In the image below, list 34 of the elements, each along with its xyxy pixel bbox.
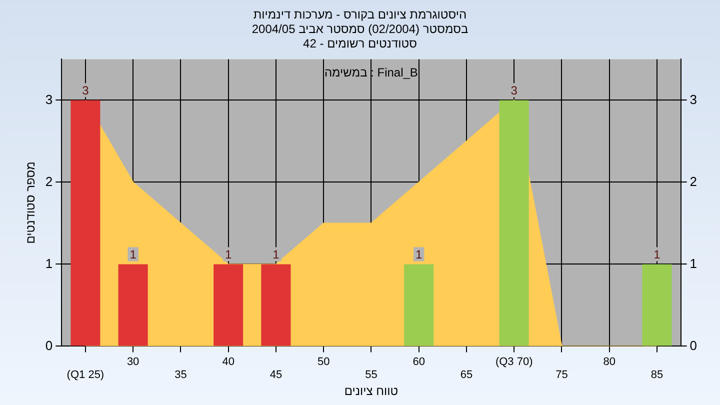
y-tick-label: 1 xyxy=(45,256,53,271)
data-label: 1 xyxy=(272,248,280,262)
text: סטודנטים רשומים - 42 xyxy=(303,36,417,50)
y-tick-label: 2 xyxy=(45,174,53,189)
y2-tick-label: 3 xyxy=(690,92,698,107)
annotation: במשימה : Final_B xyxy=(324,66,418,80)
x-axis-title: טווח ציונים xyxy=(344,384,398,398)
x-tick-label: 45 xyxy=(270,369,282,382)
y-axis-title: מספר סטודנטים xyxy=(24,162,38,244)
x-tick-label: 65 xyxy=(460,369,473,382)
y2-tick-label: 2 xyxy=(690,174,698,189)
text: היסטוגרמת ציונים בקורס - מערכות דינמיות xyxy=(253,8,467,22)
x-tick-label: 50 xyxy=(317,356,330,368)
x-tick-label: 30 xyxy=(126,356,140,368)
data-label: 1 xyxy=(654,248,661,262)
y2-tick-label: 0 xyxy=(690,338,698,353)
data-label: 3 xyxy=(510,84,518,98)
text: בסמסטר (02/2004) סמסטר אביב 2004/05 xyxy=(252,22,468,36)
y2-tick-label: 1 xyxy=(690,256,698,271)
x-tick-label: 85 xyxy=(650,369,664,382)
x-tick-label: 60 xyxy=(412,356,425,368)
x-tick-label: (Q1 25) xyxy=(66,369,104,382)
x-tick-label: 55 xyxy=(365,369,378,382)
data-label: 1 xyxy=(415,248,422,262)
x-tick-label: 75 xyxy=(556,369,568,382)
y-tick-label: 3 xyxy=(45,92,53,107)
data-label: 1 xyxy=(224,248,232,262)
x-tick-label: (Q3 70) xyxy=(495,356,533,368)
data-label: 1 xyxy=(130,248,137,262)
x-tick-label: 35 xyxy=(174,369,187,382)
x-tick-label: 80 xyxy=(603,356,616,368)
y-tick-label: 0 xyxy=(45,338,53,353)
x-tick-label: 40 xyxy=(222,356,234,368)
data-label: 3 xyxy=(82,84,90,98)
